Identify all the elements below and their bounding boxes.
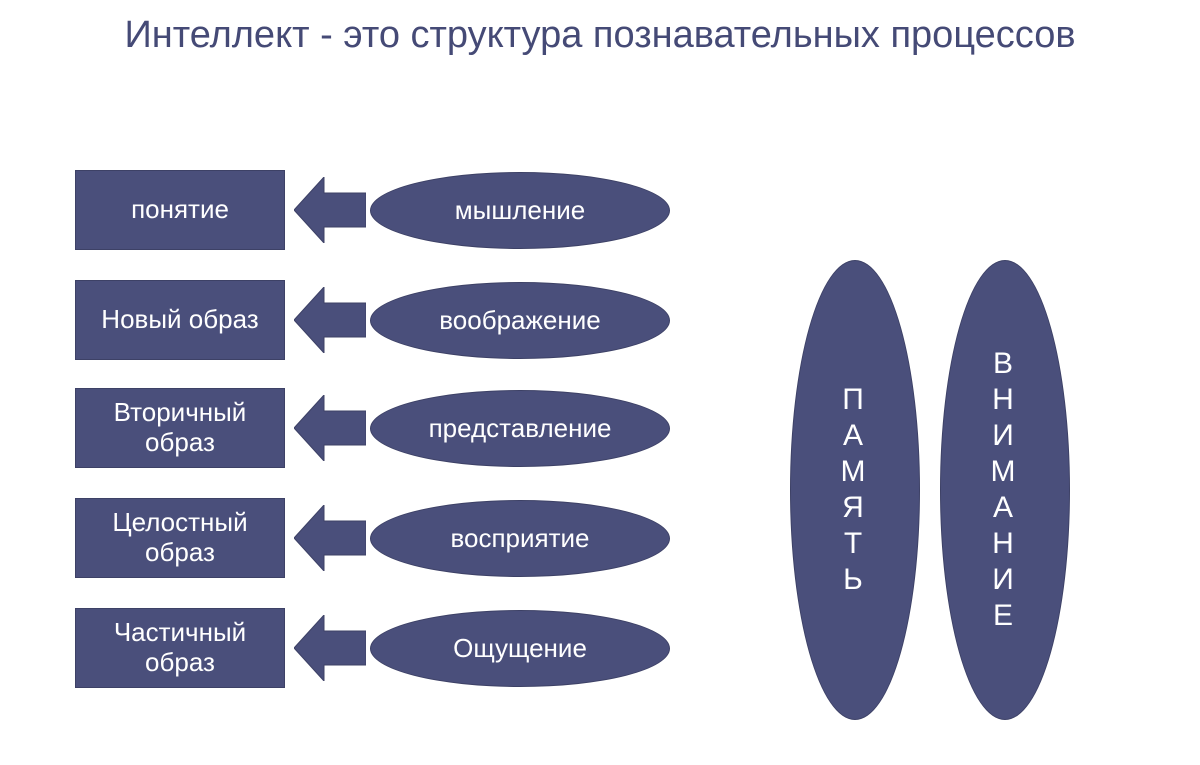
process-ellipse-label: мышление: [455, 195, 585, 226]
process-ellipse-1: воображение: [370, 282, 670, 359]
result-box-2: Вторичный образ: [75, 388, 285, 468]
process-ellipse-label: восприятие: [450, 523, 589, 554]
side-ellipse-1: В Н И М А Н И Е: [940, 260, 1070, 720]
diagram-stage: понятие мышление Новый образ воображение В…: [0, 0, 1200, 765]
side-ellipse-label: П А М Я Т Ь: [840, 382, 870, 598]
side-ellipse-label: В Н И М А Н И Е: [990, 346, 1020, 634]
result-box-0: понятие: [75, 170, 285, 250]
result-box-3: Целостный образ: [75, 498, 285, 578]
arrow-left-icon: [294, 615, 366, 686]
side-ellipse-0: П А М Я Т Ь: [790, 260, 920, 720]
result-box-label: понятие: [131, 195, 229, 225]
arrow-left-icon: [294, 395, 366, 466]
result-box-4: Частичный образ: [75, 608, 285, 688]
result-box-1: Новый образ: [75, 280, 285, 360]
process-ellipse-2: представление: [370, 390, 670, 467]
result-box-label: Частичный образ: [84, 618, 276, 678]
process-ellipse-label: воображение: [439, 305, 600, 336]
arrow-left-icon: [294, 177, 366, 248]
arrow-left-icon: [294, 505, 366, 576]
process-ellipse-0: мышление: [370, 172, 670, 249]
process-ellipse-label: Ощущение: [453, 633, 587, 664]
process-ellipse-4: Ощущение: [370, 610, 670, 687]
process-ellipse-3: восприятие: [370, 500, 670, 577]
result-box-label: Новый образ: [101, 305, 258, 335]
result-box-label: Целостный образ: [84, 508, 276, 568]
arrow-left-icon: [294, 287, 366, 358]
process-ellipse-label: представление: [429, 413, 612, 444]
result-box-label: Вторичный образ: [84, 398, 276, 458]
